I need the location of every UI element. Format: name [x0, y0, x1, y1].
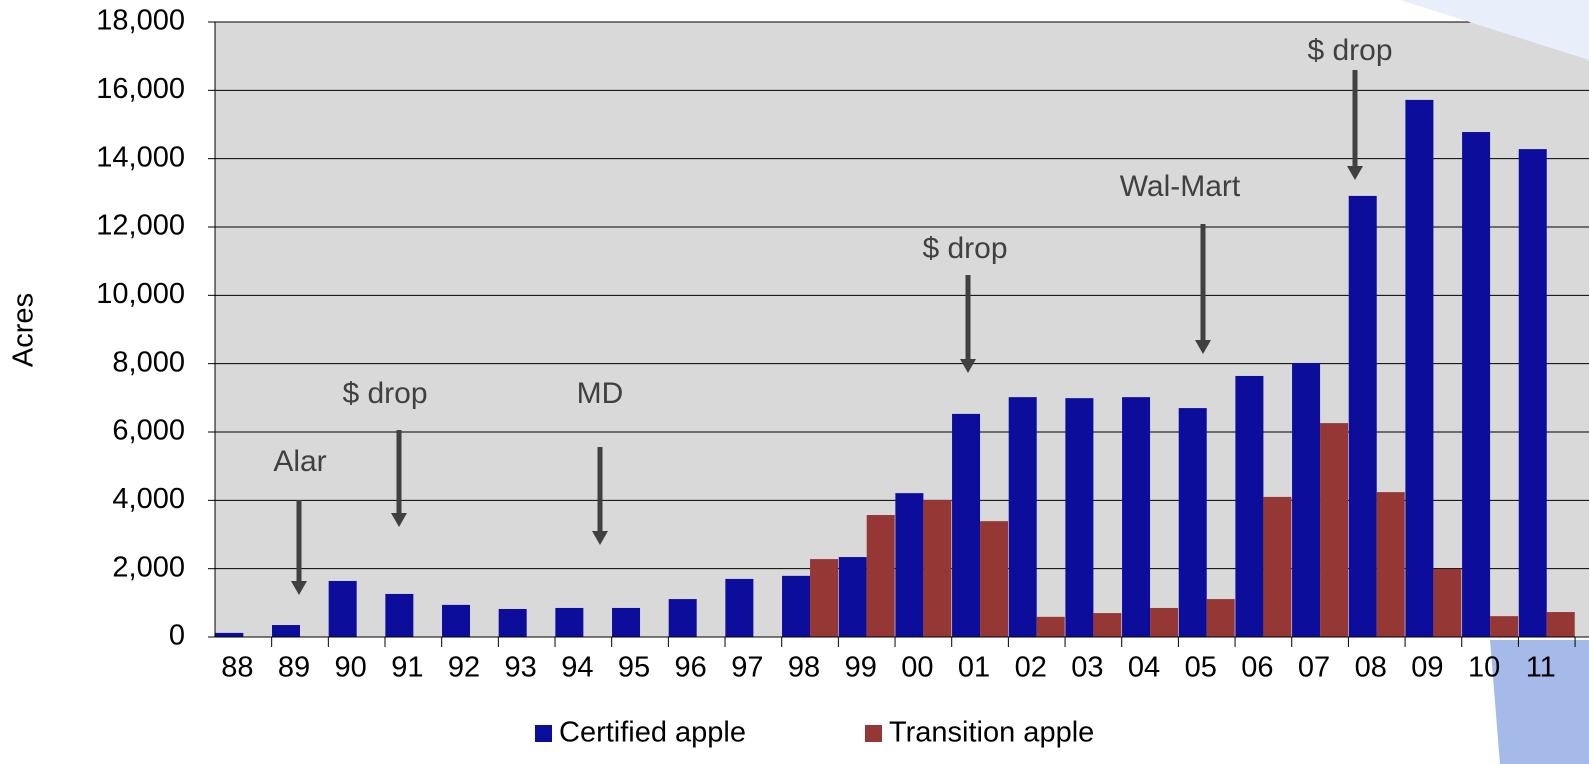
- x-tick-label: 99: [845, 652, 877, 684]
- y-axis-label: Acres: [8, 293, 40, 367]
- x-tick-label: 94: [561, 652, 593, 684]
- bar: [1065, 398, 1094, 637]
- x-tick-label: 11: [1526, 652, 1556, 684]
- bar: [1178, 408, 1207, 637]
- annotation: Wal-Mart: [1120, 170, 1241, 203]
- bar: [1093, 613, 1122, 637]
- bar: [1292, 362, 1321, 637]
- bar: [385, 593, 414, 637]
- y-tick-label: 2,000: [112, 551, 185, 583]
- x-tick-label: 04: [1128, 652, 1160, 684]
- arrow-head: [592, 531, 608, 545]
- x-tick-label: 05: [1185, 652, 1217, 684]
- bar: [1206, 599, 1235, 637]
- bar: [215, 632, 244, 637]
- legend-label: Transition apple: [889, 717, 1094, 749]
- annotation: $ drop: [1307, 34, 1392, 67]
- bar: [1150, 607, 1179, 637]
- legend-label: Certified apple: [559, 717, 746, 749]
- bar: [555, 607, 584, 637]
- bar: [1036, 616, 1065, 637]
- bar: [980, 521, 1009, 637]
- bar: [952, 413, 981, 637]
- x-tick-label: 03: [1071, 652, 1103, 684]
- y-tick-label: 16,000: [96, 73, 185, 105]
- x-tick-label: 98: [788, 652, 820, 684]
- x-tick-label: 88: [221, 652, 253, 684]
- bar: [838, 557, 867, 637]
- bar: [782, 575, 811, 637]
- arrow-head: [391, 513, 407, 527]
- x-tick-label: 89: [278, 652, 310, 684]
- x-tick-label: 96: [675, 652, 707, 684]
- x-tick-label: 92: [448, 652, 480, 684]
- bar: [866, 515, 895, 637]
- x-tick-label: 09: [1411, 652, 1443, 684]
- bar: [498, 608, 527, 637]
- bar: [1433, 569, 1462, 637]
- x-tick-label: 07: [1298, 652, 1330, 684]
- x-tick-label: 01: [958, 652, 990, 684]
- x-tick-label: 10: [1468, 652, 1500, 684]
- bar: [1122, 397, 1151, 637]
- legend-swatch: [865, 725, 882, 742]
- bar: [612, 607, 641, 637]
- annotation: $ drop: [342, 377, 427, 410]
- bar: [1348, 195, 1377, 638]
- bars: [215, 99, 1575, 638]
- bar: [923, 499, 952, 637]
- legend-swatch: [535, 725, 552, 742]
- x-tick-label: 06: [1241, 652, 1273, 684]
- annotations: Alar $ drop MD $ drop Wal-Mart $ drop: [273, 34, 1393, 595]
- bar: [1376, 492, 1405, 637]
- decoration: [1490, 640, 1589, 764]
- bar: [668, 599, 697, 637]
- bar: [1320, 423, 1349, 637]
- bar: [895, 493, 924, 637]
- x-tick-label: 93: [505, 652, 537, 684]
- x-tick-label: 90: [335, 652, 367, 684]
- arrow-head: [960, 359, 976, 373]
- arrow-head: [1347, 166, 1363, 180]
- x-tick-label: 95: [618, 652, 650, 684]
- y-tick-label: 4,000: [112, 483, 185, 515]
- y-tick-label: 14,000: [96, 141, 185, 173]
- x-tick-label: 97: [731, 652, 763, 684]
- bar: [1405, 99, 1434, 637]
- y-tick-label: 10,000: [96, 278, 185, 310]
- bar: [1263, 496, 1292, 637]
- y-tick-label: 12,000: [96, 210, 185, 242]
- bar: [1235, 375, 1264, 637]
- y-tick-label: 18,000: [96, 5, 185, 37]
- annotation: Alar: [273, 445, 326, 478]
- bar: [1008, 397, 1037, 637]
- bar: [725, 578, 754, 637]
- bar: [442, 604, 471, 637]
- bar: [1546, 612, 1575, 637]
- y-tick-label: 6,000: [112, 415, 185, 447]
- arrow-head: [291, 581, 307, 595]
- bar: [1462, 132, 1491, 637]
- annotation: MD: [577, 377, 624, 410]
- arrow-head: [1195, 340, 1211, 354]
- bar: [1490, 616, 1519, 637]
- y-tick-label: 0: [169, 620, 185, 652]
- bar: [272, 625, 301, 637]
- x-tick-label: 91: [391, 652, 423, 684]
- annotation: $ drop: [922, 232, 1007, 265]
- x-tick-label: 08: [1355, 652, 1387, 684]
- axes: 0 2,000 4,000 6,000 8,000 10,000 12,000 14,000 1…: [96, 5, 1589, 684]
- x-tick-label: 00: [901, 652, 933, 684]
- decoration: [1400, 0, 1589, 60]
- y-tick-label: 8,000: [112, 346, 185, 378]
- bar: [328, 580, 357, 637]
- legend: Certified apple Transition apple: [535, 717, 1094, 749]
- bar: [810, 559, 839, 637]
- bar: [1518, 149, 1547, 637]
- x-tick-label: 02: [1015, 652, 1047, 684]
